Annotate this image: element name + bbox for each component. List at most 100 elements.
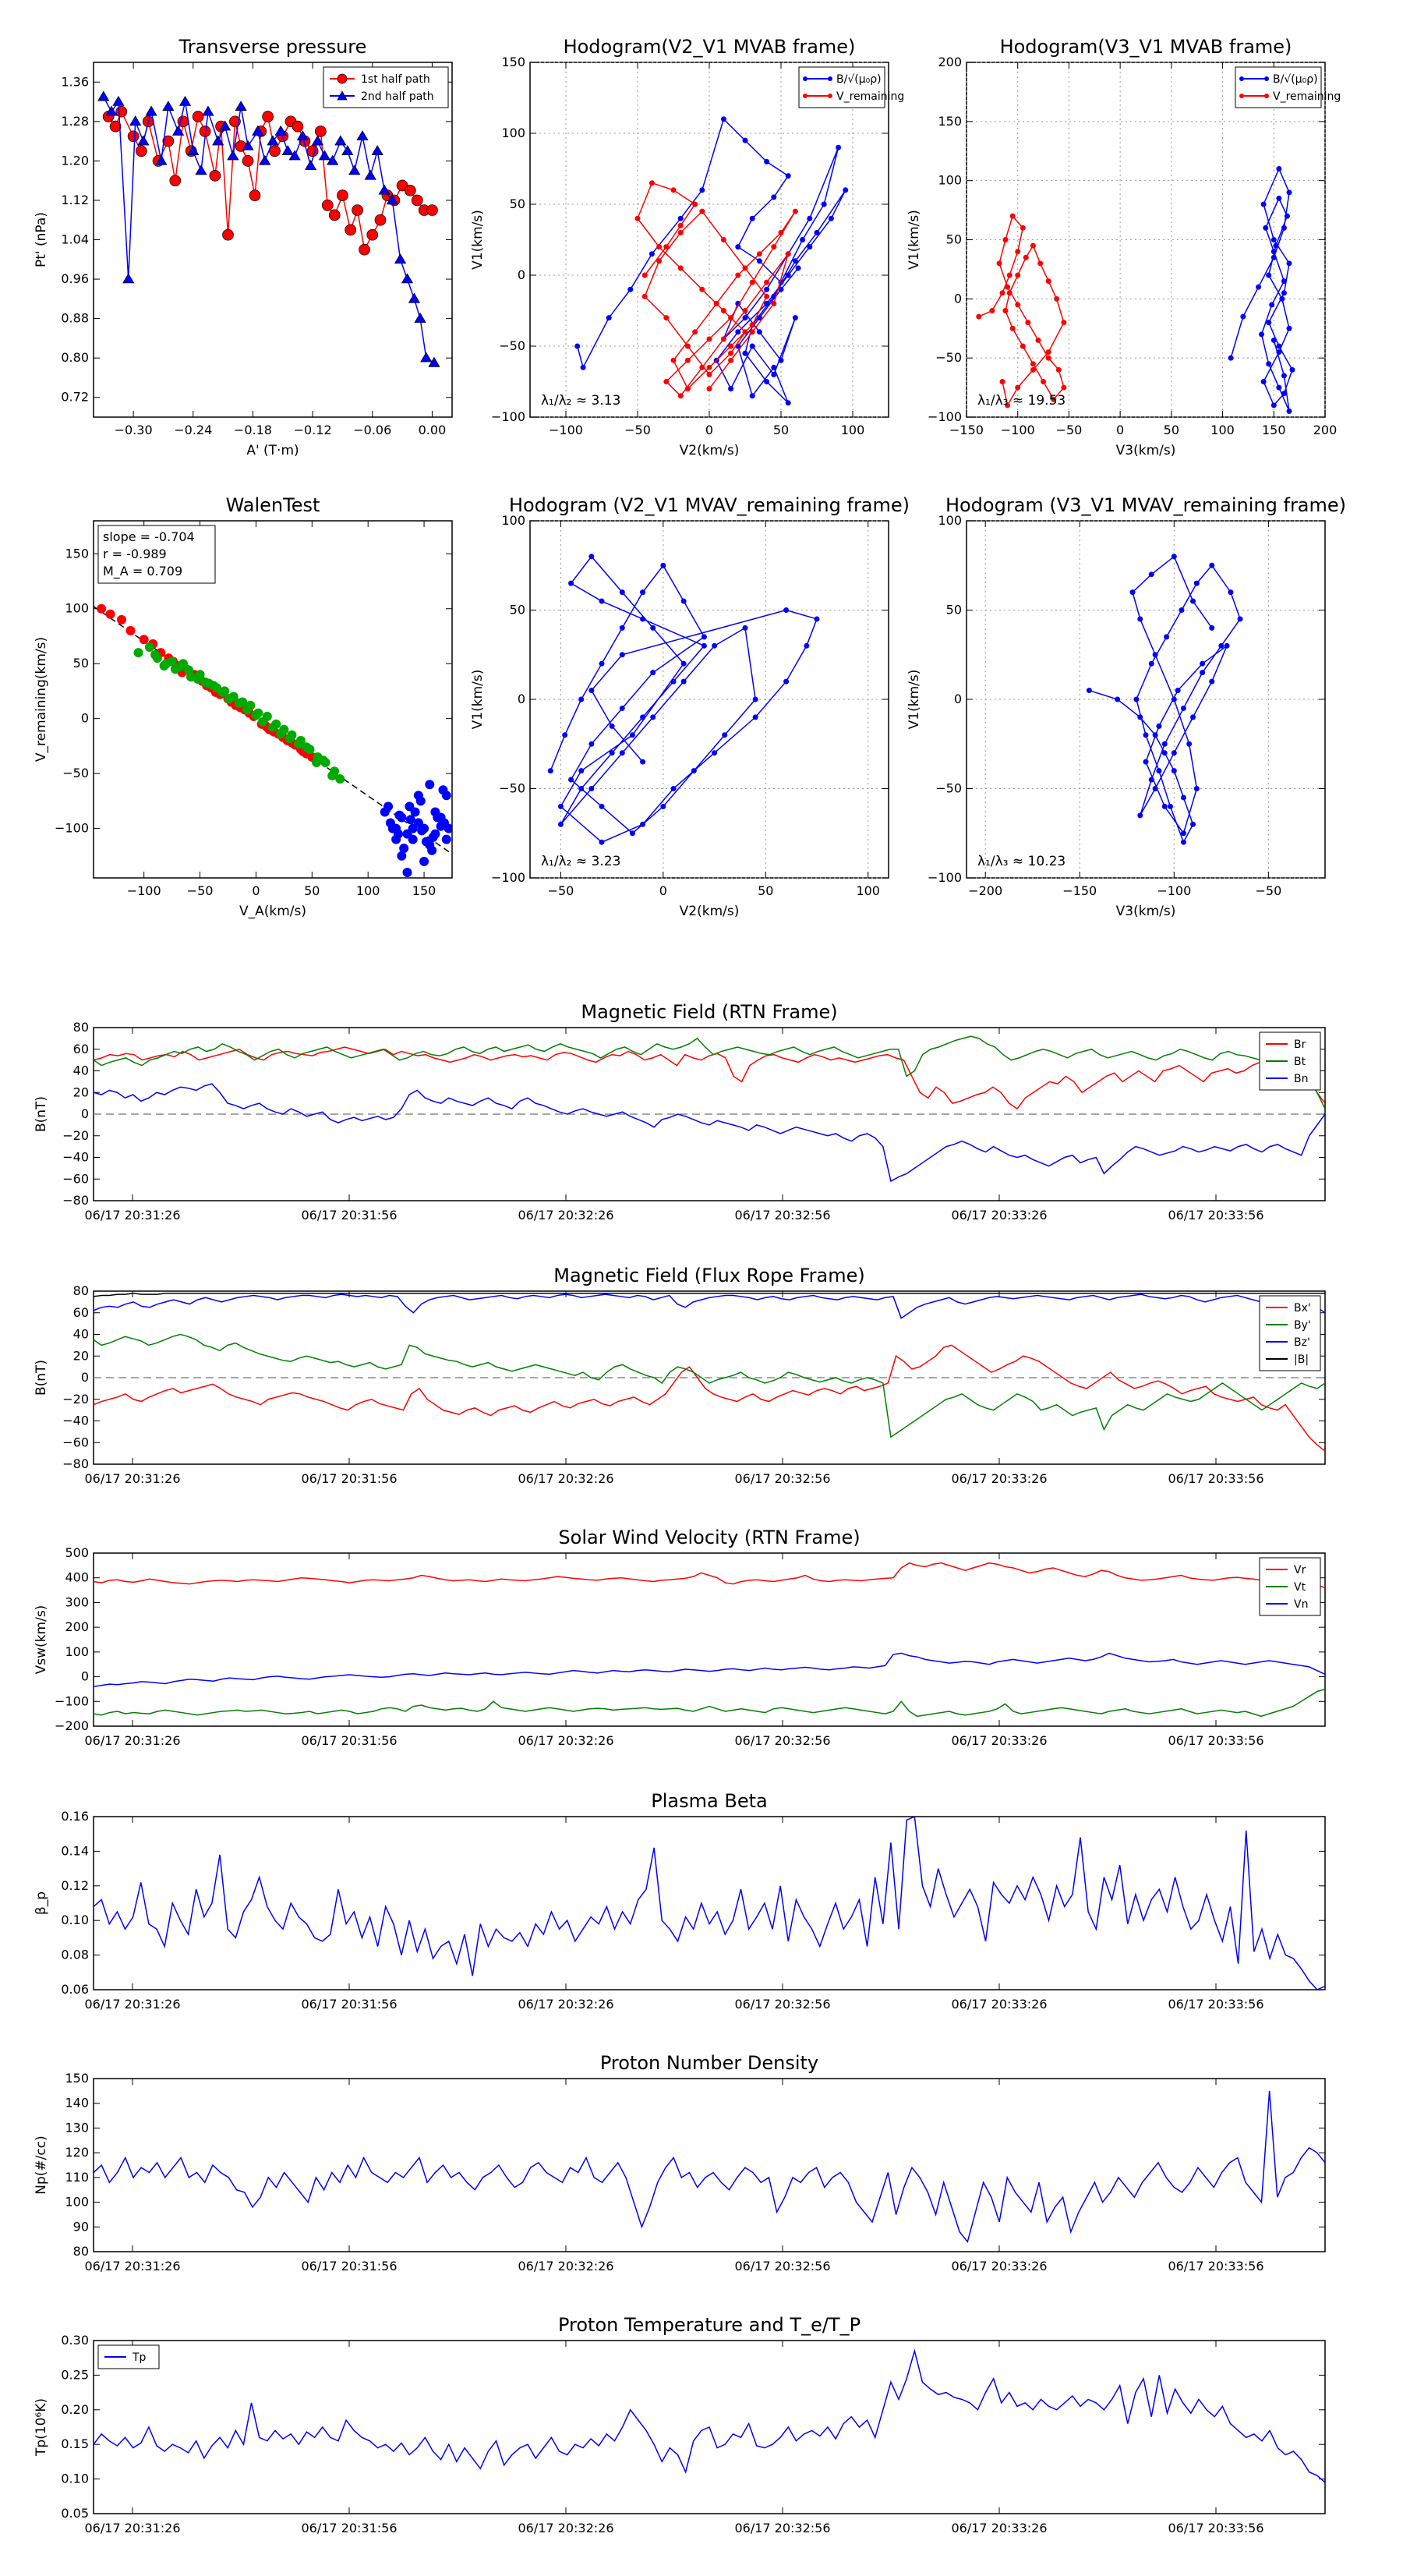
walen-point-blue [405, 815, 415, 825]
np-ytick-label: 80 [73, 2244, 89, 2259]
beta-ytick-label: 0.10 [61, 1913, 89, 1927]
transverse-point [328, 209, 341, 221]
mag_rtn-xtick-label: 06/17 20:33:56 [1168, 1208, 1263, 1223]
mag_fr-ytick-label: 0 [81, 1370, 89, 1385]
hodo_v2v1_remaining-point [547, 768, 553, 774]
hodo_v2v1_mvab-point [677, 229, 684, 235]
hodo_v2v1_mvab-point [778, 229, 784, 235]
hodo_v3v1_remaining-point [1209, 625, 1215, 631]
hodo_v2v1_remaining-point [670, 678, 677, 685]
hodo_v2v1_mvab-point [677, 222, 684, 228]
walen-point-blue [430, 807, 440, 817]
hodo_v3v1_mvab-point [1260, 201, 1267, 207]
tp-legend-label: Tp [132, 2351, 147, 2364]
walen-point-green [312, 758, 322, 768]
transverse-point [127, 130, 140, 143]
hodo_v3v1_remaining-point [1152, 652, 1158, 658]
hodo_v2v1_mvab-point [670, 357, 677, 363]
mag_fr-series-Bz-line [94, 1293, 1325, 1319]
hodo_v3v1_remaining-point [1137, 714, 1143, 720]
vsw-series-Vr-line [94, 1562, 1325, 1589]
mag_fr-xtick-label: 06/17 20:33:26 [951, 1471, 1047, 1486]
tp-plot-area [94, 2348, 1325, 2483]
hodo_v3v1_mvab-point [1005, 402, 1011, 409]
hodo_v3v1_mvab-point [1023, 254, 1029, 260]
hodo_v2v1_mvab-point [742, 137, 748, 143]
transverse-ytick-label: 0.80 [61, 350, 89, 365]
walen-point-blue [425, 780, 435, 790]
hodo_v2v1_mvab-point [785, 400, 791, 406]
mag_fr-legend-label: Bz' [1294, 1336, 1310, 1349]
hodo_v3v1_mvab-point [1009, 213, 1016, 219]
hodo_v2v1_mvab-point [728, 315, 734, 321]
mag_rtn-xtick-label: 06/17 20:31:26 [84, 1208, 180, 1223]
mag_rtn-ytick-label: 60 [73, 1042, 89, 1056]
hodo_v2v1_mvab-point [677, 215, 684, 221]
mag_rtn-plot-area [94, 1035, 1325, 1183]
hodo_v3v1_mvab-point [999, 290, 1005, 296]
hodo_v2v1_remaining-point [557, 821, 564, 827]
hodo_v2v1_mvab-point [648, 180, 655, 186]
hodo_v2v1_remaining-point [588, 688, 595, 694]
hodo_v3v1_mvab-ytick-label: 100 [938, 173, 962, 188]
hodo_v3v1_remaining-eigen-ratio: λ₁/λ₃ ≈ 10.23 [977, 854, 1066, 869]
tp-xtick-label: 06/17 20:31:26 [84, 2521, 180, 2535]
mag_rtn-series-Bn-line [94, 1083, 1325, 1183]
beta-series-p-line [94, 1817, 1325, 1990]
beta-plot-frame [93, 1816, 1326, 1990]
transverse-point [356, 130, 369, 141]
hodo_v2v1_remaining-point [670, 786, 677, 791]
mag_rtn-legend-label: Bt [1294, 1056, 1306, 1068]
hodo_v2v1_mvab-point [742, 350, 748, 356]
transverse-point [115, 105, 128, 118]
hodo_v3v1_mvab-point [1259, 331, 1265, 338]
walen-point-green [276, 729, 286, 739]
mag_fr-xtick-label: 06/17 20:31:26 [84, 1471, 180, 1486]
hodo_v2v1_mvab-point [742, 308, 748, 313]
hodo_v3v1_mvab-point [1030, 242, 1036, 249]
hodo_v3v1_mvab-title: Hodogram(V3_V1 MVAB frame) [1000, 36, 1292, 58]
hodo_v2v1_mvab-point [641, 272, 648, 278]
hodo_v3v1_mvab-point [989, 308, 995, 313]
np-ytick-label: 110 [65, 2170, 89, 2185]
np-ytick-label: 140 [65, 2096, 89, 2111]
hodo_v2v1_mvab-xtick-label: 100 [841, 423, 865, 437]
hodo_v3v1_mvab-point [1045, 355, 1051, 361]
hodo_v2v1_mvab-point [720, 336, 726, 342]
walen-plot-area [94, 603, 452, 877]
hodo_v3v1_mvab-point [1015, 272, 1021, 278]
hodo_v2v1_mvab-point [771, 364, 777, 370]
transverse-point [321, 199, 334, 211]
hodo_v3v1_mvab-ytick-label: 0 [954, 291, 962, 306]
walen-point-blue [441, 834, 451, 844]
hodo_v2v1_remaining-point [609, 750, 615, 756]
hodo_v2v1_remaining-point [588, 554, 595, 560]
transverse-xtick-label: −0.18 [234, 423, 272, 437]
hodo_v2v1_mvab-point [728, 350, 734, 356]
hodo_v2v1_mvab-point [749, 322, 755, 328]
transverse-xtick-label: −0.06 [353, 423, 391, 437]
hodo_v2v1_mvab-point [684, 386, 691, 392]
transverse-point [401, 273, 414, 284]
hodo_v2v1_mvab-legend-marker [803, 94, 808, 98]
mag_fr-legend-label: Bx' [1294, 1302, 1311, 1315]
walen-point-green [167, 656, 177, 667]
hodo_v2v1_mvab-point [713, 300, 719, 306]
hodo_v3v1_mvab-series-B-line [1230, 167, 1293, 412]
tp-xtick-label: 06/17 20:33:56 [1168, 2521, 1263, 2535]
hodo_v2v1_mvab-point [648, 251, 655, 257]
hodo_v2v1_mvab-point [742, 265, 748, 271]
hodo_v3v1_remaining-point [1190, 598, 1196, 604]
hodo_v3v1_mvab-point [1286, 408, 1292, 414]
hodo_v2v1_mvab-title: Hodogram(V2_V1 MVAB frame) [564, 36, 856, 58]
walen-point-green [251, 710, 261, 720]
walen-point-red [125, 625, 136, 635]
hodo_v3v1_mvab-point [1286, 189, 1292, 196]
hodo_v3v1_remaining-point [1137, 616, 1143, 622]
hodo_v2v1_mvab-point [720, 116, 726, 122]
hodo_v3v1_mvab-point [1015, 249, 1021, 255]
hodo_v3v1_mvab-point [1015, 384, 1021, 391]
hodo_v3v1_remaining-point [1193, 580, 1200, 586]
hodo_v3v1_remaining-point [1129, 589, 1136, 596]
